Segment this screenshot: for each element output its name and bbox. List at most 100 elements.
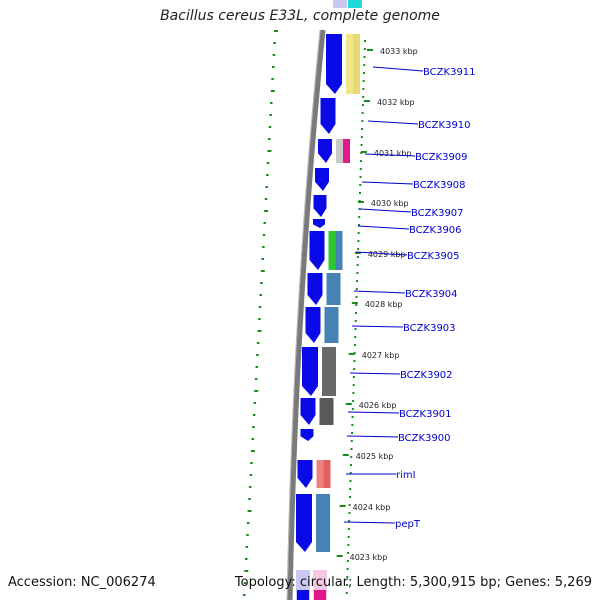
- arc-dot: [348, 520, 351, 522]
- gene-leader-line: [364, 153, 416, 157]
- feature-block: [329, 347, 336, 396]
- arc-dot: [246, 522, 250, 524]
- arc-dot: [355, 296, 358, 298]
- arc-dot: [263, 222, 266, 224]
- arc-dot: [355, 304, 358, 306]
- genome-backbone: [287, 29, 326, 600]
- arc-dot: [348, 496, 351, 498]
- gene-label: BCZK3905: [407, 251, 460, 262]
- gene-arrow: [313, 219, 325, 228]
- feature-block: [326, 273, 334, 305]
- top-gene-strip: [348, 0, 362, 8]
- arc-dot: [349, 488, 352, 490]
- gene-leader-line: [355, 251, 408, 256]
- bottom-gene-strip: [297, 590, 309, 600]
- genome-title: Bacillus cereus E33L, complete genome: [160, 8, 440, 24]
- gene-leader-line: [361, 181, 414, 185]
- gene-label: rimI: [396, 470, 416, 481]
- feature-block: [316, 460, 324, 488]
- kbp-tick-mark: [363, 100, 370, 102]
- arc-dot: [347, 536, 350, 538]
- arc-dot: [270, 102, 273, 104]
- kbp-tick-label: 4023 kbp: [350, 553, 388, 562]
- arc-dot: [257, 330, 262, 332]
- arc-dot: [250, 462, 253, 464]
- feature-block: [324, 307, 332, 343]
- arc-dot: [350, 448, 353, 450]
- arc-dot: [349, 480, 352, 482]
- kbp-tick-mark: [336, 555, 343, 557]
- arc-dot: [352, 400, 355, 402]
- top-gene-strip: [333, 0, 347, 8]
- outer-dotted-arc: [242, 30, 278, 596]
- arc-dot: [255, 366, 259, 368]
- arc-dot: [359, 168, 362, 170]
- topology-summary: Topology: circular; Length: 5,300,915 bp…: [234, 575, 592, 590]
- arc-dot: [266, 174, 269, 176]
- feature-block: [328, 231, 336, 270]
- arc-dot: [350, 440, 353, 442]
- arc-dot: [345, 592, 348, 594]
- kbp-tick-mark: [354, 252, 361, 254]
- feature-block: [343, 139, 350, 163]
- arc-dot: [249, 474, 253, 476]
- gene-leader-line: [372, 66, 424, 72]
- arc-dot: [346, 584, 349, 586]
- gene-arrow: [309, 231, 325, 270]
- gene-arrow: [305, 307, 321, 343]
- gene-arrow: [302, 347, 318, 396]
- gene-arrow: [320, 98, 336, 134]
- arc-dot: [361, 128, 364, 130]
- arc-dot: [356, 272, 359, 274]
- feature-block: [333, 273, 341, 305]
- arc-dot: [351, 432, 354, 434]
- arc-dot: [253, 402, 257, 404]
- gene-leader-line: [351, 325, 404, 328]
- arc-dot: [359, 184, 362, 186]
- arc-dot: [252, 426, 255, 428]
- arc-dot: [262, 234, 266, 236]
- arc-dot: [349, 472, 352, 474]
- kbp-tick-mark: [360, 151, 367, 153]
- arc-dot: [353, 368, 356, 370]
- kbp-tick-label: 4024 kbp: [353, 503, 391, 512]
- arc-dot: [363, 56, 366, 58]
- arc-dot: [347, 552, 350, 554]
- gene-arrow: [307, 273, 323, 305]
- arc-dot: [361, 120, 364, 122]
- feature-block: [353, 34, 360, 94]
- gene-label: BCZK3909: [415, 152, 468, 163]
- kbp-tick-label: 4033 kbp: [380, 47, 418, 56]
- feature-block: [336, 139, 343, 163]
- arc-dot: [358, 208, 361, 210]
- gene-label: BCZK3900: [398, 433, 451, 444]
- kbp-tick-label: 4031 kbp: [374, 149, 412, 158]
- arc-dot: [361, 104, 364, 106]
- gene-leader-line: [343, 521, 396, 524]
- arc-dot: [354, 320, 357, 322]
- arc-dot: [254, 390, 259, 392]
- gene-label: BCZK3903: [403, 323, 456, 334]
- kbp-tick-mark: [342, 454, 349, 456]
- arc-dot: [359, 176, 362, 178]
- arc-dot: [244, 570, 249, 572]
- arc-dot: [350, 464, 353, 466]
- gene-label: BCZK3904: [405, 289, 458, 300]
- arc-dot: [254, 378, 258, 380]
- arc-dot: [272, 66, 275, 68]
- feature-block: [335, 231, 343, 270]
- arc-dot: [247, 510, 252, 512]
- kbp-tick-label: 4030 kbp: [371, 199, 409, 208]
- arc-dot: [353, 360, 356, 362]
- arc-dot: [356, 256, 359, 258]
- arc-dot: [260, 282, 263, 284]
- arc-dot: [362, 72, 365, 74]
- feature-block: [322, 347, 329, 396]
- arc-dot: [350, 456, 353, 458]
- arc-dot: [265, 186, 268, 188]
- arc-dot: [268, 126, 272, 128]
- arc-dot: [353, 344, 356, 346]
- kbp-tick-label: 4027 kbp: [362, 351, 400, 360]
- arc-dot: [248, 486, 252, 488]
- gene-arrow: [297, 460, 313, 488]
